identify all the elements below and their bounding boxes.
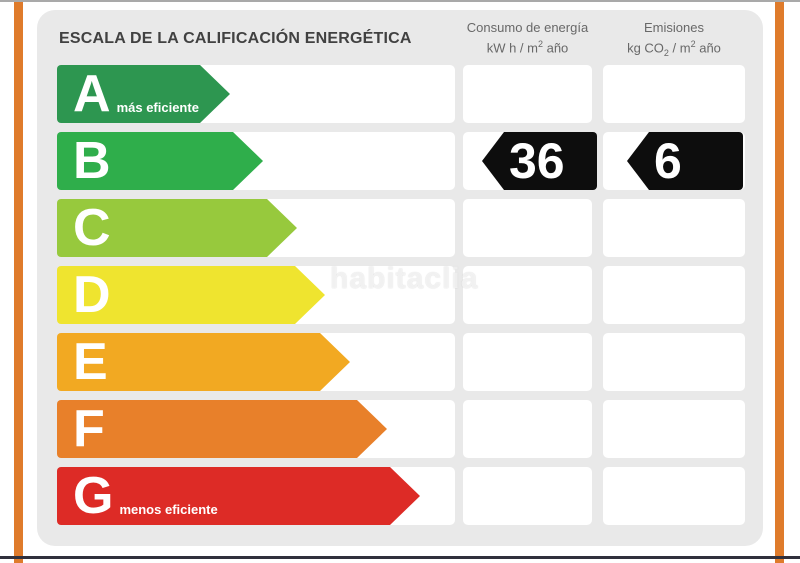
bottom-border-line — [0, 556, 800, 559]
unit-part: año — [695, 40, 721, 56]
consumption-cell-e — [463, 333, 592, 391]
emissions-value-tag-text: 6 — [654, 133, 682, 189]
unit-part: año — [542, 40, 569, 56]
rating-row-b: B 36 6 — [57, 132, 745, 190]
rating-arrow-label-g: menos eficiente — [119, 502, 218, 517]
rating-letter-b: B — [73, 132, 111, 190]
unit-part: 2 — [690, 39, 696, 49]
rating-arrow-f: F — [57, 400, 387, 458]
emissions-cell-c — [603, 199, 745, 257]
unit-part: 2 — [537, 39, 543, 49]
emissions-column-header: Emisiones kg CO2 / m2 año — [593, 19, 755, 62]
rating-letter-g: G — [73, 467, 114, 525]
rating-arrow-label-a: más eficiente — [116, 100, 199, 115]
rating-letter-d: D — [73, 266, 111, 324]
unit-part: / m — [668, 40, 691, 56]
emissions-header-title: Emisiones — [644, 20, 704, 35]
rating-row-d: D — [57, 266, 745, 324]
panel-title: ESCALA DE LA CALIFICACIÓN ENERGÉTICA — [59, 30, 412, 47]
emissions-header-unit: kg CO2 / m2 año — [593, 36, 755, 62]
rating-arrow-e: E — [57, 333, 350, 391]
rating-row-f: F — [57, 400, 745, 458]
unit-part: kW h / m — [486, 40, 538, 56]
consumption-column-header: Consumo de energía kW h / m2 año — [443, 19, 612, 56]
emissions-value-tag: 6 — [627, 132, 743, 190]
left-orange-stripe — [14, 0, 23, 563]
consumption-header-unit: kW h / m2 año — [443, 36, 612, 56]
rating-row-e: E — [57, 333, 745, 391]
consumption-value-tag-text: 36 — [509, 133, 565, 189]
emissions-cell-d — [603, 266, 745, 324]
rating-letter-e: E — [73, 333, 108, 391]
emissions-cell-f — [603, 400, 745, 458]
emissions-cell-a — [603, 65, 745, 123]
rating-letter-a: A — [73, 65, 111, 123]
consumption-cell-d — [463, 266, 592, 324]
emissions-cell-e — [603, 333, 745, 391]
emissions-cell-g — [603, 467, 745, 525]
consumption-header-title: Consumo de energía — [466, 20, 589, 35]
top-border-line — [0, 0, 800, 2]
right-orange-stripe — [775, 0, 784, 563]
unit-part: kg CO — [627, 40, 664, 56]
consumption-cell-c — [463, 199, 592, 257]
rating-letter-c: C — [73, 199, 111, 257]
rating-arrow-b: B — [57, 132, 263, 190]
consumption-cell-g — [463, 467, 592, 525]
rating-arrow-c: C — [57, 199, 297, 257]
rating-row-c: C — [57, 199, 745, 257]
consumption-cell-a — [463, 65, 592, 123]
rating-letter-f: F — [73, 400, 105, 458]
rating-arrow-d: D — [57, 266, 325, 324]
unit-part: 2 — [663, 47, 669, 58]
energy-rating-panel: ESCALA DE LA CALIFICACIÓN ENERGÉTICA Con… — [37, 10, 763, 546]
consumption-value-tag: 36 — [482, 132, 597, 190]
consumption-cell-f — [463, 400, 592, 458]
